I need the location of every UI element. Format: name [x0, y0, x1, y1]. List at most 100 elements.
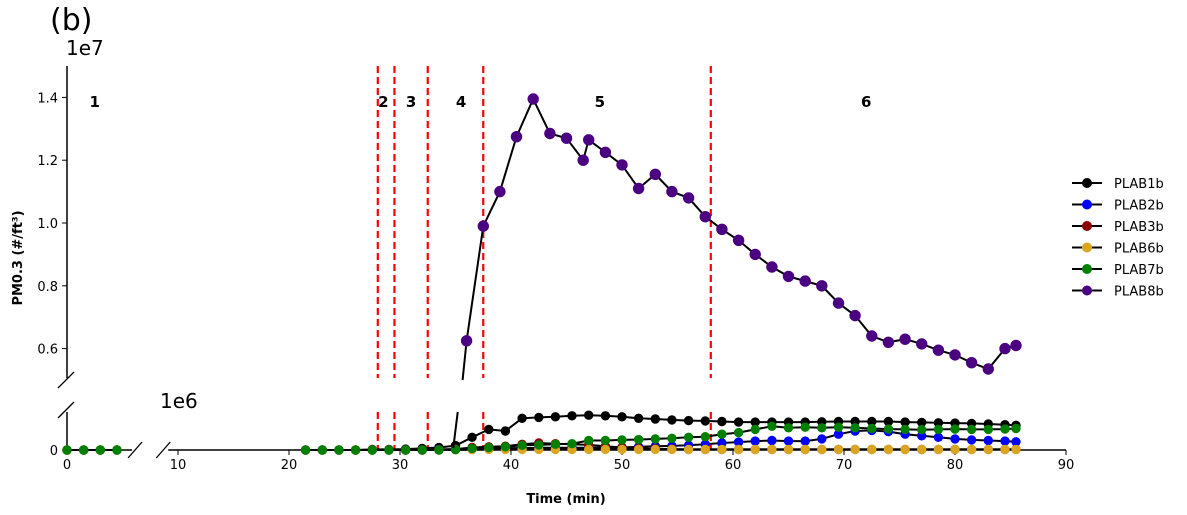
phase-label: 6 — [861, 93, 871, 111]
data-point — [1010, 339, 1022, 352]
data-point — [933, 444, 944, 455]
data-point — [467, 443, 477, 454]
data-point — [917, 425, 927, 435]
data-point — [584, 435, 594, 446]
data-point — [917, 444, 927, 455]
data-point — [400, 445, 411, 455]
data-point — [783, 436, 794, 446]
series-line-tail-lower — [452, 411, 459, 449]
data-point — [544, 127, 556, 140]
series-layer — [62, 93, 1022, 455]
series-plab7b — [62, 421, 1021, 455]
data-point — [966, 435, 977, 445]
data-point — [800, 422, 810, 432]
data-point — [949, 349, 961, 361]
phase-label: 5 — [595, 93, 605, 111]
data-point — [517, 413, 527, 423]
data-point — [300, 445, 311, 455]
data-point — [817, 444, 827, 455]
y-tick-label-upper: 1.4 — [37, 91, 58, 106]
data-point — [716, 223, 728, 236]
phase-label: 4 — [456, 93, 466, 111]
data-point — [932, 344, 945, 356]
legend-item-plab8b: PLAB8b — [1072, 285, 1164, 300]
y-break-mark-lower — [57, 401, 75, 419]
data-point — [467, 432, 477, 442]
data-point — [783, 423, 794, 433]
data-point — [833, 422, 844, 432]
data-point — [717, 416, 727, 427]
data-point — [633, 444, 644, 455]
data-point — [733, 444, 744, 455]
data-point — [950, 444, 960, 455]
data-point — [933, 432, 944, 442]
legend-marker — [1082, 285, 1092, 296]
legend: PLAB1b PLAB2b PLAB3b PLAB6b PLAB7b PLAB8b — [1072, 177, 1164, 300]
phase-label: 3 — [406, 93, 416, 111]
series-line-tail — [461, 340, 468, 381]
data-point — [983, 424, 993, 435]
data-point — [732, 234, 745, 247]
data-point — [650, 414, 660, 424]
x-break-mark-right — [155, 441, 171, 459]
x-tick-label: 40 — [503, 458, 520, 473]
data-point — [749, 248, 761, 261]
data-point — [1000, 424, 1010, 434]
data-point — [816, 280, 828, 292]
data-point — [560, 132, 573, 144]
data-point — [667, 433, 677, 443]
data-point — [999, 342, 1011, 355]
data-point — [1011, 444, 1021, 455]
data-point — [577, 154, 589, 166]
panel-label: (b) — [50, 3, 92, 38]
data-point — [950, 434, 960, 444]
data-point — [966, 424, 977, 435]
data-point — [683, 432, 694, 442]
data-point — [334, 445, 344, 455]
data-point — [550, 439, 561, 449]
data-point — [699, 211, 711, 223]
data-point — [983, 435, 993, 446]
data-point — [767, 421, 777, 431]
data-point — [79, 445, 89, 455]
data-point — [817, 423, 827, 433]
data-point — [632, 182, 645, 195]
data-point — [983, 444, 993, 455]
legend-label: PLAB3b — [1114, 220, 1164, 235]
data-point — [633, 434, 644, 445]
data-point — [766, 261, 778, 273]
legend-marker — [1082, 221, 1092, 231]
x-tick-label: 20 — [281, 458, 298, 473]
data-point — [782, 270, 795, 283]
data-point — [460, 335, 473, 347]
data-point — [517, 440, 527, 450]
data-point — [750, 436, 760, 446]
data-point — [700, 444, 710, 455]
data-point — [600, 435, 611, 446]
data-point — [717, 429, 727, 439]
data-point — [883, 444, 894, 455]
data-point — [600, 444, 611, 455]
data-point — [600, 411, 611, 421]
data-point — [799, 275, 811, 287]
data-point — [800, 444, 810, 455]
data-point — [484, 442, 494, 453]
data-point — [900, 424, 910, 435]
x-break-mark-left — [127, 441, 143, 459]
data-point — [616, 159, 628, 171]
data-point — [867, 423, 877, 434]
series-plab8b — [452, 93, 1022, 449]
data-point — [982, 363, 994, 375]
data-point — [850, 423, 860, 433]
data-point — [112, 445, 122, 455]
legend-marker — [1082, 242, 1092, 253]
data-point — [833, 444, 844, 455]
legend-item-plab6b: PLAB6b — [1072, 242, 1164, 257]
data-point — [510, 131, 523, 143]
data-point — [599, 146, 612, 159]
data-point — [682, 192, 695, 204]
y-axis-label: PM0.3 (#/ft³) — [11, 210, 26, 305]
data-point — [667, 444, 677, 455]
x-tick-label: 90 — [1058, 458, 1075, 473]
